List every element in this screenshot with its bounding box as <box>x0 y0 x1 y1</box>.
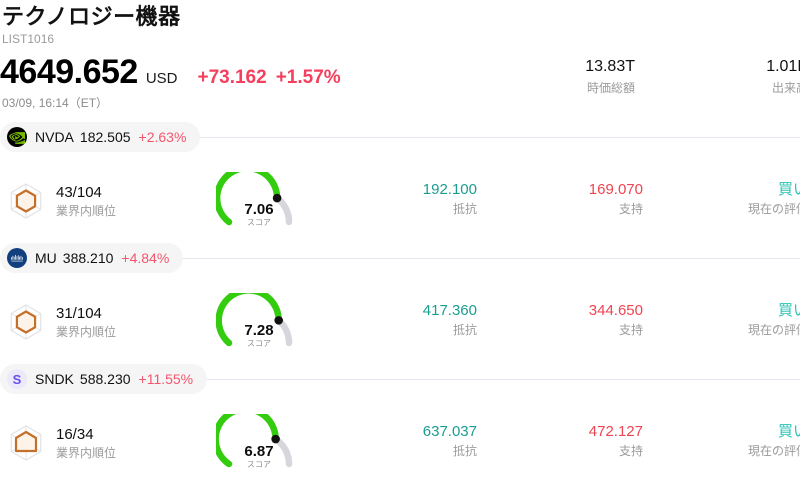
index-header: テクノロジー機器 LIST1016 4649.652 USD +73.162 +… <box>0 0 800 122</box>
sandisk-logo-icon: S <box>7 369 27 389</box>
row-divider <box>198 136 800 138</box>
support-cell: 169.070 支持 <box>589 180 643 217</box>
volume-value: 1.01B <box>766 58 800 75</box>
score-gauge: 7.28 スコア <box>216 293 302 353</box>
resistance-cell: 192.100 抵抗 <box>423 180 477 217</box>
ticker-header[interactable]: NVDA 182.505 +2.63% <box>0 122 800 152</box>
resistance-label: 抵抗 <box>452 444 477 458</box>
stock-list: NVDA 182.505 +2.63% 43/104 業界内順位 7.06 スコア 192.1… <box>0 122 800 485</box>
ticker-price: 588.230 <box>79 371 131 387</box>
support-value: 169.070 <box>588 181 643 198</box>
score-label: スコア <box>247 218 271 227</box>
rating-cell[interactable]: 買い現在の評価 <box>748 180 800 217</box>
score-value: 7.28 <box>244 322 274 339</box>
index-currency: USD <box>145 70 178 87</box>
resistance-value: 637.037 <box>422 423 477 440</box>
rating-label: 現在の評価 <box>747 323 800 337</box>
micron-logo-icon <box>7 248 27 268</box>
market-cap-value: 13.83T <box>585 58 635 75</box>
score-value: 6.87 <box>244 443 274 460</box>
nvidia-logo-icon <box>7 127 27 147</box>
ticker-change-percent: +2.63% <box>138 129 187 145</box>
resistance-cell: 637.037 抵抗 <box>423 422 477 459</box>
ticker-pill[interactable]: MU 388.210 +4.84% <box>0 243 184 273</box>
industry-rank: 16/34 業界内順位 <box>8 424 116 462</box>
ticker-price: 388.210 <box>62 250 114 266</box>
ticker-symbol: SNDK <box>35 371 74 387</box>
index-quote-row: 4649.652 USD +73.162 +1.57% 13.83T 時価総額 … <box>0 53 800 110</box>
score-gauge: 6.87 スコア <box>216 414 302 474</box>
score-gauge: 7.06 スコア <box>216 172 302 232</box>
rank-hexagon-icon <box>8 182 44 220</box>
resistance-value: 192.100 <box>422 181 477 198</box>
industry-rank: 31/104 業界内順位 <box>8 303 116 341</box>
index-change-percent: +1.57% <box>275 67 341 88</box>
support-label: 支持 <box>618 202 643 216</box>
rating-value: 買い <box>777 302 800 319</box>
row-divider <box>205 378 800 380</box>
index-quote: 4649.652 USD +73.162 +1.57% <box>0 53 341 98</box>
support-cell: 344.650 支持 <box>589 301 643 338</box>
index-price: 4649.652 <box>0 53 138 91</box>
page-title: テクノロジー機器 <box>2 4 181 29</box>
rank-text: 43/104 業界内順位 <box>56 184 116 219</box>
ticker-header[interactable]: S SNDK 588.230 +11.55% <box>0 364 800 394</box>
rating-value: 買い <box>777 181 800 198</box>
support-label: 支持 <box>618 444 643 458</box>
industry-rank: 43/104 業界内順位 <box>8 182 116 220</box>
sandisk-letter: S <box>12 371 22 387</box>
ticker-symbol: NVDA <box>35 129 74 145</box>
rank-value: 16/34 <box>56 425 94 443</box>
support-cell: 472.127 支持 <box>589 422 643 459</box>
row-divider <box>181 257 800 259</box>
rating-label: 現在の評価 <box>747 202 800 216</box>
score-label: スコア <box>247 339 271 348</box>
stock-row[interactable]: S SNDK 588.230 +11.55% 16/34 業界内順位 6.87 スコア 637.… <box>0 364 800 485</box>
support-label: 支持 <box>618 323 643 337</box>
rank-value: 31/104 <box>56 304 102 322</box>
rank-hexagon-icon <box>8 424 44 462</box>
market-cap-stat: 13.83T 時価総額 <box>585 57 635 96</box>
support-value: 472.127 <box>588 423 643 440</box>
rating-value: 買い <box>777 423 800 440</box>
ticker-change-percent: +4.84% <box>121 250 170 266</box>
volume-stat: 1.01B 出来高 <box>766 57 800 96</box>
support-value: 344.650 <box>588 302 643 319</box>
rating-cell[interactable]: 買い現在の評価 <box>748 422 800 459</box>
resistance-label: 抵抗 <box>452 202 477 216</box>
resistance-label: 抵抗 <box>452 323 477 337</box>
list-code: LIST1016 <box>2 32 55 46</box>
ticker-change-percent: +11.55% <box>138 371 194 387</box>
volume-label: 出来高 <box>771 81 800 95</box>
rank-label: 業界内順位 <box>56 324 117 339</box>
rank-hexagon-icon <box>8 303 44 341</box>
stock-row[interactable]: MU 388.210 +4.84% 31/104 業界内順位 7.28 スコア 417.360… <box>0 243 800 364</box>
ticker-pill[interactable]: NVDA 182.505 +2.63% <box>0 122 201 152</box>
index-change: +73.162 <box>197 67 267 88</box>
stock-row[interactable]: NVDA 182.505 +2.63% 43/104 業界内順位 7.06 スコア 192.1… <box>0 122 800 243</box>
score-value: 7.06 <box>244 201 274 218</box>
rank-label: 業界内順位 <box>56 203 117 218</box>
market-cap-label: 時価総額 <box>586 81 635 95</box>
rating-cell[interactable]: 買い現在の評価 <box>748 301 800 338</box>
resistance-cell: 417.360 抵抗 <box>423 301 477 338</box>
rank-text: 16/34 業界内順位 <box>56 426 116 461</box>
rank-label: 業界内順位 <box>56 445 117 460</box>
ticker-symbol: MU <box>35 250 57 266</box>
resistance-value: 417.360 <box>422 302 477 319</box>
score-label: スコア <box>247 460 271 469</box>
ticker-header[interactable]: MU 388.210 +4.84% <box>0 243 800 273</box>
quote-timestamp: 03/09, 16:14（ET） <box>2 96 109 110</box>
rank-text: 31/104 業界内順位 <box>56 305 116 340</box>
rank-value: 43/104 <box>56 183 102 201</box>
rating-label: 現在の評価 <box>747 444 800 458</box>
ticker-pill[interactable]: S SNDK 588.230 +11.55% <box>0 364 208 394</box>
ticker-price: 182.505 <box>79 129 131 145</box>
